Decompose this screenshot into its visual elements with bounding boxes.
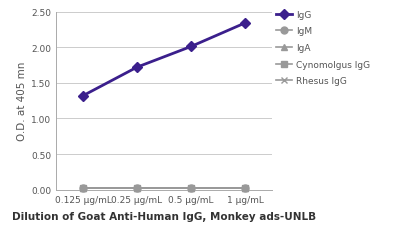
Legend: IgG, IgM, IgA, Cynomolgus IgG, Rhesus IgG: IgG, IgM, IgA, Cynomolgus IgG, Rhesus Ig… bbox=[274, 9, 372, 88]
Rhesus IgG bbox=[242, 187, 247, 190]
Rhesus IgG bbox=[189, 187, 194, 190]
Cynomolgus IgG bbox=[81, 187, 86, 190]
IgM bbox=[81, 187, 86, 190]
IgM bbox=[242, 187, 247, 190]
IgG bbox=[189, 46, 194, 49]
Cynomolgus IgG bbox=[189, 187, 194, 190]
Rhesus IgG bbox=[81, 187, 86, 190]
X-axis label: Dilution of Goat Anti-Human IgG, Monkey ads-UNLB: Dilution of Goat Anti-Human IgG, Monkey … bbox=[12, 211, 316, 221]
Line: IgA: IgA bbox=[80, 185, 248, 192]
IgA bbox=[242, 187, 247, 190]
IgM bbox=[189, 187, 194, 190]
IgA bbox=[134, 187, 140, 190]
Line: Rhesus IgG: Rhesus IgG bbox=[80, 185, 248, 192]
Line: IgG: IgG bbox=[80, 20, 248, 100]
IgG bbox=[242, 22, 247, 25]
Rhesus IgG bbox=[134, 187, 140, 190]
IgA bbox=[189, 187, 194, 190]
IgG bbox=[134, 66, 140, 70]
IgA bbox=[81, 187, 86, 190]
IgM bbox=[134, 187, 140, 190]
IgG bbox=[81, 95, 86, 98]
Line: IgM: IgM bbox=[80, 185, 248, 192]
Line: Cynomolgus IgG: Cynomolgus IgG bbox=[80, 185, 248, 192]
Cynomolgus IgG bbox=[134, 187, 140, 190]
Cynomolgus IgG bbox=[242, 187, 247, 190]
Y-axis label: O.D. at 405 mn: O.D. at 405 mn bbox=[17, 62, 27, 141]
